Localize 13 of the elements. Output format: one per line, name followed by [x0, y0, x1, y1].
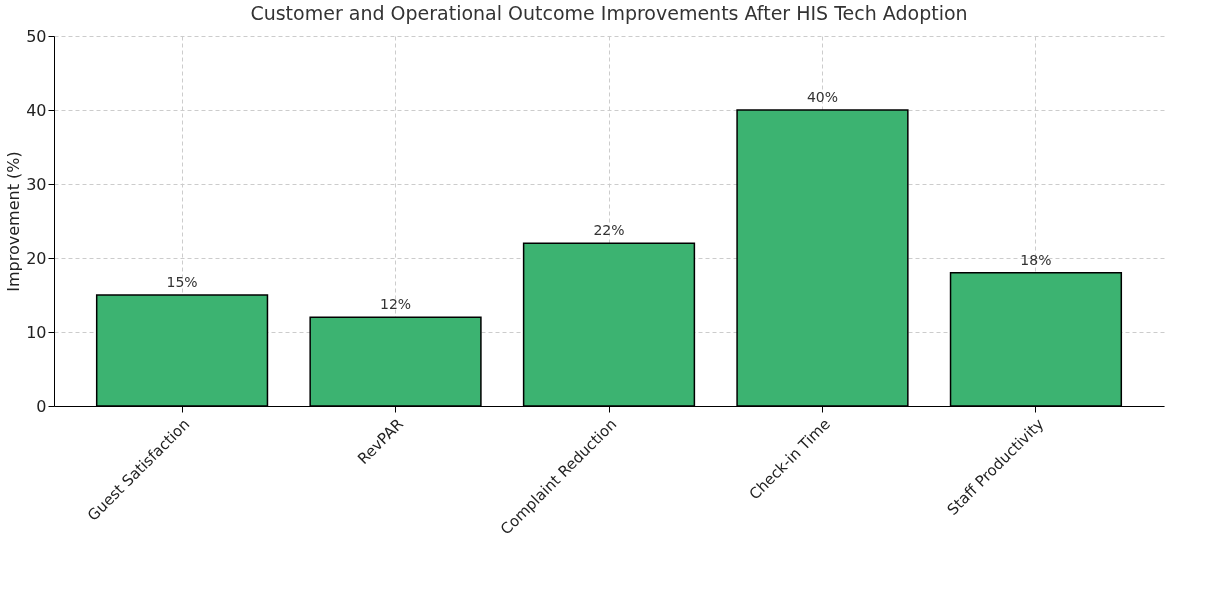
- y-tick-label: 40: [26, 100, 47, 120]
- y-tick-label: 20: [26, 248, 47, 268]
- data-label: 12%: [379, 296, 412, 313]
- data-label: 22%: [593, 222, 625, 239]
- y-tick-label: 30: [26, 174, 47, 194]
- y-tick-label: 10: [26, 322, 47, 342]
- y-axis-title: Improvement (%): [4, 151, 24, 292]
- y-tick-label: 0: [36, 396, 47, 416]
- data-label: 15%: [166, 274, 198, 290]
- chart-title: Customer and Operational Outcome Improvements After HIS Tech Adoption: [250, 2, 968, 24]
- data-label: 40%: [806, 89, 839, 105]
- y-tick-label: 50: [26, 26, 47, 46]
- data-label: 18%: [1020, 251, 1052, 268]
